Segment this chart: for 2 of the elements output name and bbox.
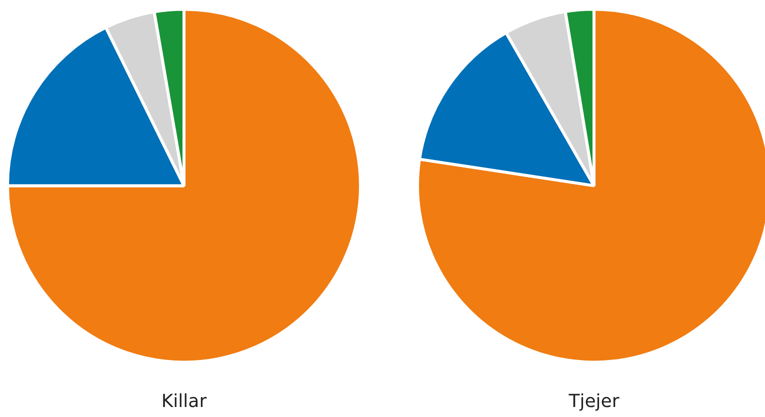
text: Killar <box>161 390 208 412</box>
text: Tjejer <box>568 390 620 412</box>
